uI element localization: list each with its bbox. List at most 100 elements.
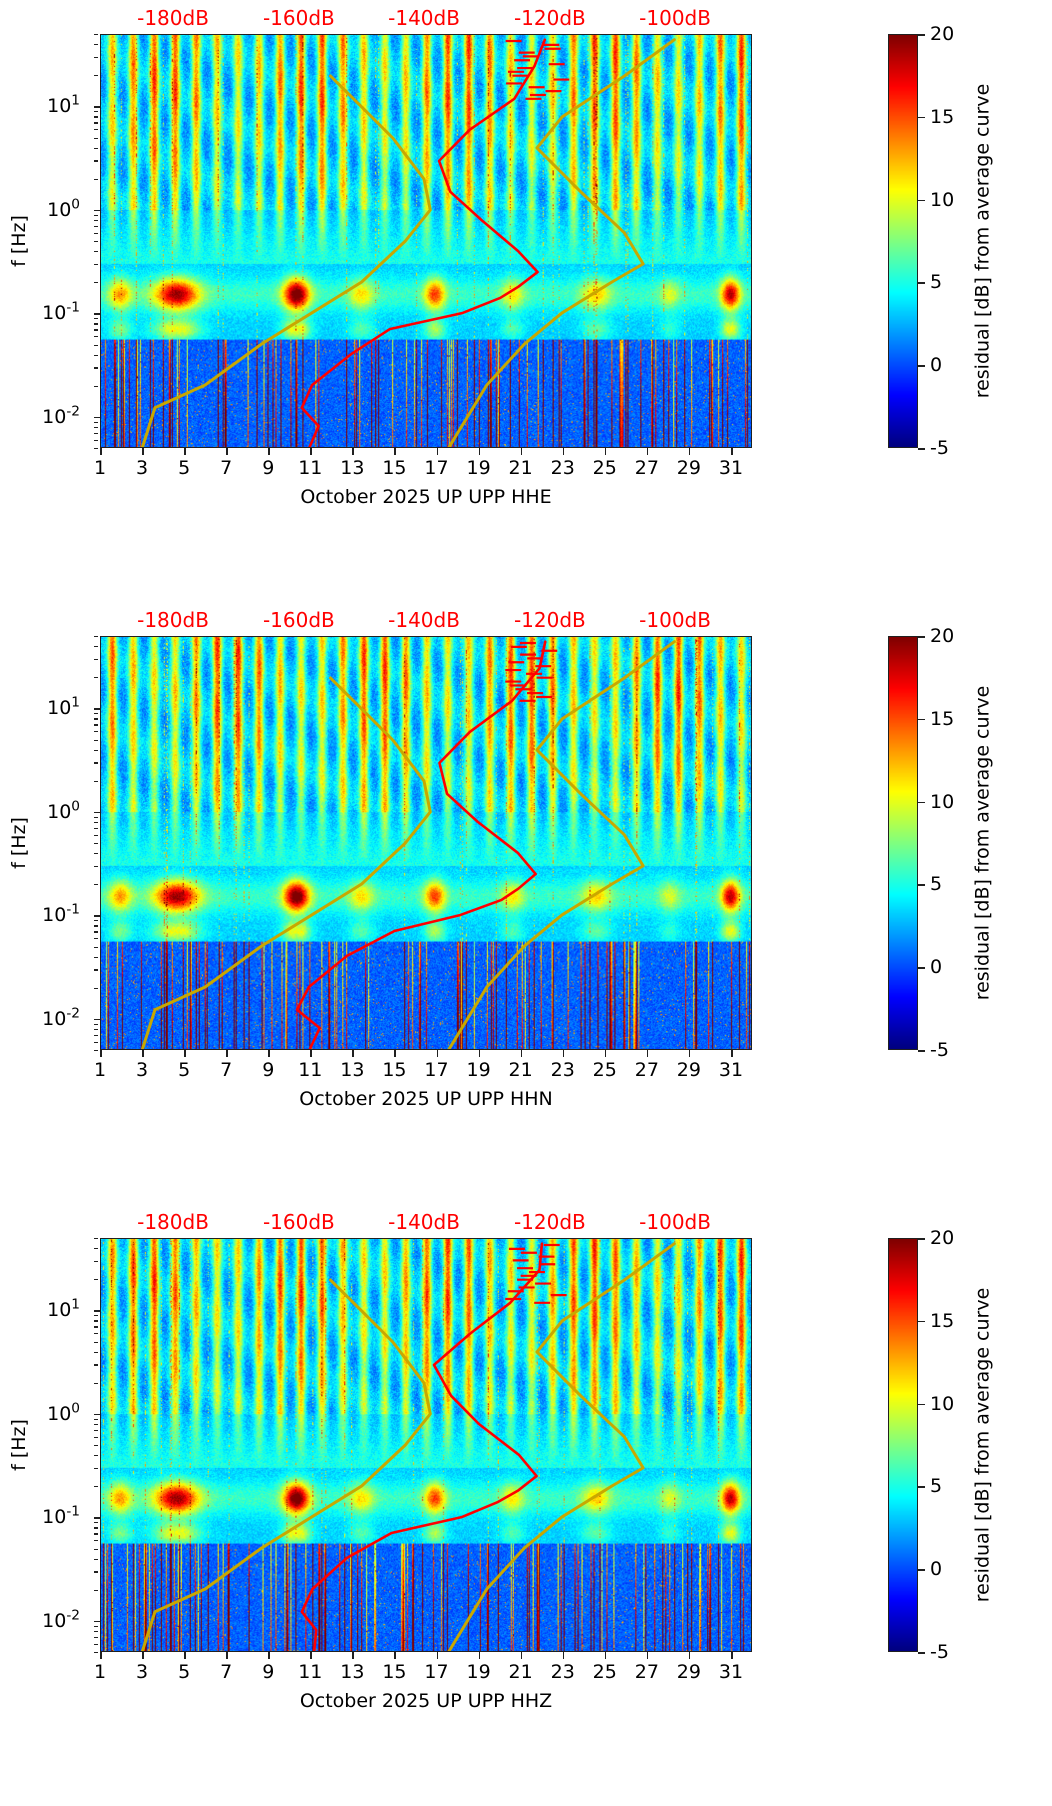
y-tick-minor — [94, 178, 98, 180]
colorbar-ticks: 20 15 10 5 0 -5 — [888, 625, 1008, 1061]
top-db-tick-label: -180dB — [137, 608, 209, 632]
y-tick-minor — [94, 1260, 98, 1263]
y-tick-minor — [94, 931, 98, 933]
colorbar-tick-label: 0 — [930, 956, 943, 979]
y-tick-minor — [94, 1522, 98, 1524]
colorbar-tick-label: 10 — [930, 188, 955, 211]
top-db-axis: -180dB -160dB -140dB -120dB -100dB — [100, 608, 752, 634]
x-tick-label: 3 — [136, 457, 149, 479]
top-db-tick-label: -140dB — [388, 608, 460, 632]
x-tick-label: 27 — [634, 1059, 659, 1081]
x-tick-label: 21 — [508, 1059, 533, 1081]
x-tick-mark — [604, 448, 607, 455]
x-tick-label: 17 — [424, 1059, 449, 1081]
colorbar-tick-label: 15 — [930, 105, 955, 128]
colorbar-tick-label: 20 — [930, 23, 955, 45]
y-tick-minor — [94, 724, 98, 726]
x-tick-mark — [310, 448, 312, 455]
y-tick-minor — [94, 318, 98, 320]
x-tick-mark — [184, 448, 186, 455]
colorbar-tick-label: 20 — [930, 625, 955, 647]
x-tick-mark — [688, 1050, 691, 1057]
colorbar-tick-mark — [918, 1238, 925, 1240]
colorbar-tick-mark — [918, 1652, 925, 1654]
y-tick-minor — [94, 1248, 98, 1250]
colorbar-tick-mark — [918, 636, 925, 638]
y-tick-minor — [94, 432, 98, 435]
curve — [300, 1242, 544, 1651]
y-tick-minor — [94, 884, 98, 886]
x-tick-mark — [688, 448, 691, 455]
x-tick-label: 23 — [550, 457, 575, 479]
y-tick-minor — [94, 1533, 98, 1535]
y-tick-label: 100 — [47, 1400, 80, 1425]
y-tick-minor — [94, 111, 98, 113]
y-tick-minor — [94, 739, 98, 741]
y-tick-minor — [94, 1589, 98, 1591]
top-db-tick-label: -100dB — [639, 1210, 711, 1234]
y-tick-minor — [94, 1315, 98, 1317]
y-tick-minor — [94, 1333, 98, 1335]
y-tick-minor — [94, 1023, 98, 1025]
top-db-tick-label: -100dB — [639, 608, 711, 632]
x-axis-ticks: 1 3 5 7 9 11 13 15 17 19 21 23 25 27 29 31 — [94, 1050, 752, 1084]
y-tick-mark — [94, 1517, 101, 1519]
x-tick-mark — [226, 1652, 228, 1659]
x-tick-label: 27 — [634, 1661, 659, 1683]
x-tick-label: 17 — [424, 457, 449, 479]
spectrogram-panel: -180dB -160dB -140dB -120dB -100dB f [Hz] 10… — [0, 1204, 1052, 1806]
x-tick-mark — [310, 1050, 312, 1057]
y-tick-minor — [94, 1364, 98, 1366]
x-tick-label: 11 — [298, 457, 323, 479]
x-tick-mark — [184, 1050, 186, 1057]
y-tick-minor — [94, 344, 98, 346]
x-tick-label: 7 — [220, 457, 233, 479]
y-tick-minor — [94, 1467, 98, 1470]
top-db-tick-label: -140dB — [388, 6, 460, 30]
colorbar-tick-mark — [918, 448, 925, 450]
y-tick-mark — [94, 1018, 101, 1021]
curve — [447, 1242, 676, 1651]
colorbar — [888, 1238, 918, 1652]
x-axis-ticks: 1 3 5 7 9 11 13 15 17 19 21 23 25 27 29 31 — [94, 448, 752, 482]
x-tick-label: 3 — [136, 1059, 149, 1081]
x-tick-mark — [562, 1050, 565, 1057]
top-db-tick-label: -160dB — [262, 6, 335, 30]
y-tick-minor — [94, 251, 98, 253]
x-tick-label: 13 — [340, 1059, 365, 1081]
x-tick-label: 5 — [178, 1059, 191, 1081]
x-tick-mark — [646, 448, 649, 455]
x-tick-label: 29 — [676, 1661, 701, 1683]
y-tick-minor — [94, 56, 98, 59]
x-tick-mark — [142, 1050, 144, 1057]
colorbar-ticks: 20 15 10 5 0 -5 — [888, 23, 1008, 459]
y-tick-label: 100 — [47, 798, 80, 823]
x-axis-label: October 2025 UP UPP HHZ — [299, 1690, 553, 1712]
x-tick-mark — [226, 1050, 228, 1057]
y-tick-label: 10-1 — [42, 1504, 80, 1529]
x-tick-mark — [352, 1050, 354, 1057]
y-tick-minor — [94, 421, 98, 423]
y-tick-minor — [94, 1558, 98, 1560]
y-tick-minor — [94, 1238, 98, 1240]
x-tick-mark — [730, 448, 733, 455]
y-tick-minor — [94, 1041, 98, 1043]
y-tick-minor — [94, 426, 98, 429]
y-tick-minor — [94, 1652, 98, 1654]
x-tick-mark — [394, 1652, 397, 1659]
noise-model-curves — [140, 640, 676, 1049]
y-tick-minor — [94, 969, 98, 971]
y-tick-minor — [94, 1429, 98, 1432]
y-tick-label: 10-2 — [42, 1005, 80, 1030]
y-tick-label: 101 — [47, 695, 80, 720]
y-tick-minor — [94, 1050, 98, 1052]
curve — [140, 676, 432, 1049]
y-tick-minor — [94, 1540, 98, 1542]
y-tick-minor — [94, 658, 98, 661]
x-tick-label: 23 — [550, 1059, 575, 1081]
x-tick-mark — [142, 1652, 144, 1659]
top-db-tick-label: -120dB — [513, 608, 586, 632]
y-tick-minor — [94, 1455, 98, 1457]
colorbar-tick-mark — [918, 967, 925, 969]
